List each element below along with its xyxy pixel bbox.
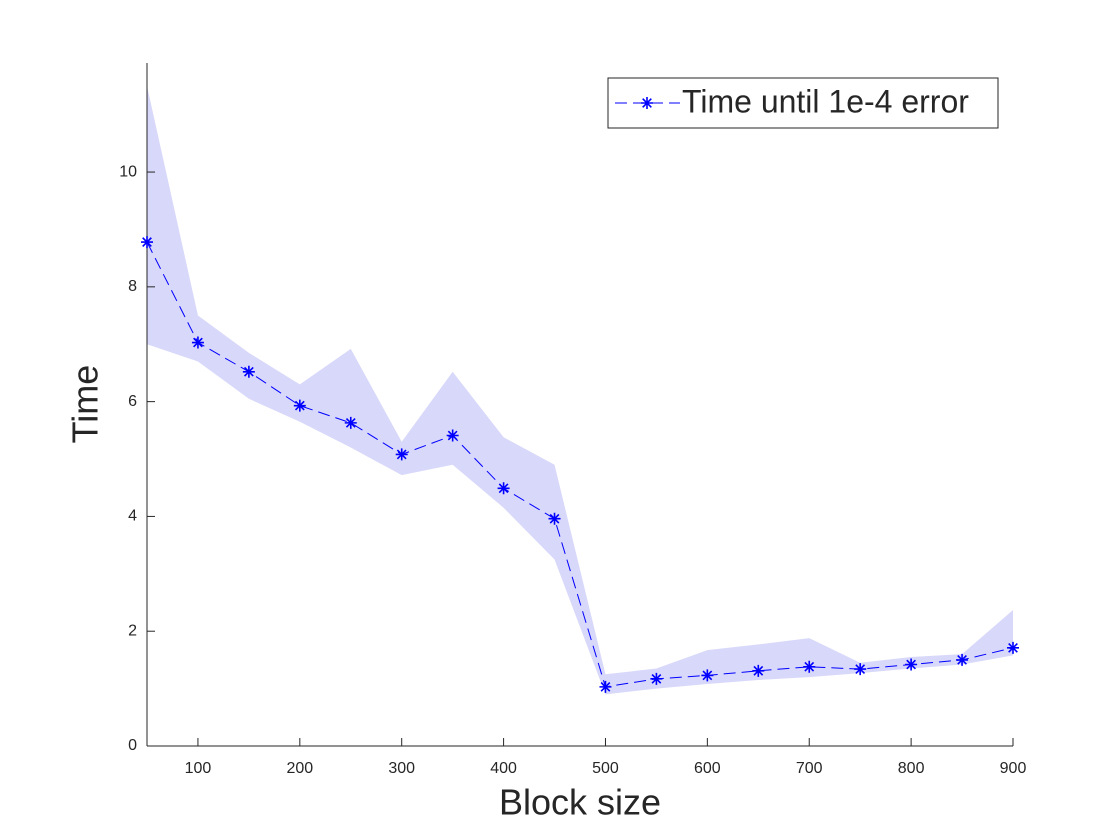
marker [641,97,653,109]
x-tick-label: 400 [490,760,517,777]
marker [344,416,357,429]
y-tick-label: 8 [128,278,137,295]
marker [293,399,306,412]
data-line [146,241,1014,688]
marker [446,429,459,442]
x-tick-label: 300 [388,760,415,777]
marker [242,365,255,378]
x-axis-label: Block size [499,782,661,823]
marker [497,482,510,495]
marker [701,669,714,682]
x-tick-label: 100 [185,760,212,777]
marker [854,663,867,676]
x-tick-label: 200 [286,760,313,777]
marker [803,660,816,673]
legend-box [607,77,999,129]
y-axis-label: Time [65,365,106,444]
legend-label: Time until 1e-4 error [682,83,969,119]
confidence-band [147,85,1013,695]
marker [905,658,918,671]
y-tick-label: 0 [128,737,137,754]
marker [141,236,153,249]
marker [548,512,561,525]
x-tick-label: 600 [694,760,721,777]
marker [956,653,969,666]
y-tick-label: 6 [128,393,137,410]
x-tick-label: 500 [592,760,619,777]
x-tick-label: 800 [898,760,925,777]
marker [599,680,612,693]
marker [191,336,204,349]
y-tick-label: 4 [128,508,137,525]
y-tick-label: 10 [119,163,137,180]
marker [650,672,663,685]
marker [1007,641,1019,654]
x-tick-label: 900 [1000,760,1027,777]
marker [752,664,765,677]
x-tick-label: 700 [796,760,823,777]
y-tick-label: 2 [128,622,137,639]
marker [395,448,408,461]
